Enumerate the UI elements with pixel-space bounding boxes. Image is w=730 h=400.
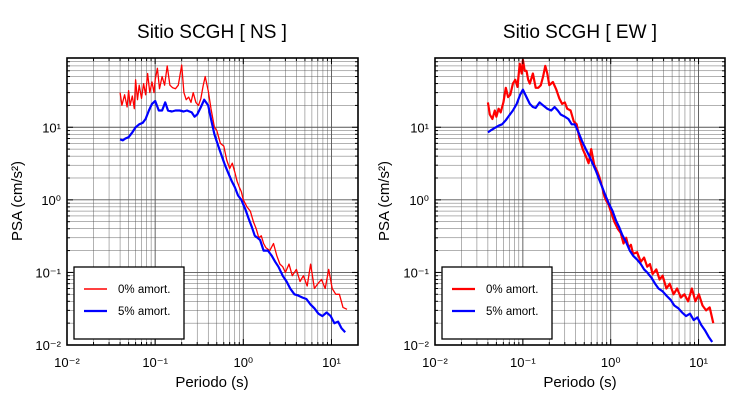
y-tick-label: 10¹ bbox=[410, 120, 429, 135]
axis-ticks bbox=[66, 57, 359, 346]
y-tick-label: 10⁰ bbox=[409, 193, 429, 208]
y-tick-label: 10¹ bbox=[42, 120, 61, 135]
x-tick-label: 10⁻² bbox=[54, 355, 80, 370]
y-tick-label: 10⁰ bbox=[41, 193, 61, 208]
legend-box bbox=[73, 266, 185, 340]
x-axis-label: Periodo (s) bbox=[175, 374, 248, 391]
x-tick-label: 10¹ bbox=[689, 355, 708, 370]
x-tick-label: 10¹ bbox=[322, 355, 341, 370]
y-axis-label: PSA (cm/s²) bbox=[376, 161, 393, 241]
series-line-5pct-damping bbox=[487, 88, 714, 343]
series-lines bbox=[119, 64, 348, 333]
x-tick-label: 10⁰ bbox=[233, 355, 253, 370]
axis-ticks bbox=[434, 57, 726, 346]
x-tick-label: 10⁰ bbox=[601, 355, 621, 370]
plot-frame bbox=[434, 57, 726, 346]
y-tick-label: 10⁻² bbox=[35, 338, 61, 353]
y-tick-labels: 10⁻² 10⁻¹ 10⁰ 10¹ bbox=[35, 120, 61, 353]
panel-title: Sitio SCGH [ EW ] bbox=[503, 22, 657, 43]
y-tick-label: 10⁻² bbox=[403, 338, 429, 353]
panel-title: Sitio SCGH [ NS ] bbox=[137, 22, 287, 43]
legend: 0% amort. 5% amort. bbox=[73, 266, 185, 340]
legend: 0% amort. 5% amort. bbox=[441, 266, 553, 340]
y-tick-labels: 10⁻² 10⁻¹ 10⁰ 10¹ bbox=[403, 120, 429, 353]
x-tick-label: 10⁻¹ bbox=[510, 355, 536, 370]
legend-box bbox=[441, 266, 553, 340]
x-tick-label: 10⁻¹ bbox=[142, 355, 168, 370]
x-axis-label: Periodo (s) bbox=[543, 374, 616, 391]
x-tick-label: 10⁻² bbox=[422, 355, 448, 370]
y-tick-label: 10⁻¹ bbox=[35, 265, 61, 280]
series-line-0pct-damping bbox=[486, 58, 715, 324]
plot-frame bbox=[66, 57, 359, 346]
y-tick-label: 10⁻¹ bbox=[403, 265, 429, 280]
legend-label-0pct: 0% amort. bbox=[118, 284, 170, 296]
legend-label-5pct: 5% amort. bbox=[486, 306, 538, 318]
series-line-0pct-damping bbox=[119, 64, 348, 310]
series-line-5pct-damping bbox=[119, 98, 346, 333]
grid bbox=[434, 57, 726, 346]
x-tick-labels: 10⁻² 10⁻¹ 10⁰ 10¹ bbox=[422, 355, 708, 370]
legend-label-0pct: 0% amort. bbox=[486, 284, 538, 296]
series-lines bbox=[486, 58, 715, 343]
x-tick-labels: 10⁻² 10⁻¹ 10⁰ 10¹ bbox=[54, 355, 341, 370]
legend-label-5pct: 5% amort. bbox=[118, 306, 170, 318]
y-axis-label: PSA (cm/s²) bbox=[9, 161, 26, 241]
